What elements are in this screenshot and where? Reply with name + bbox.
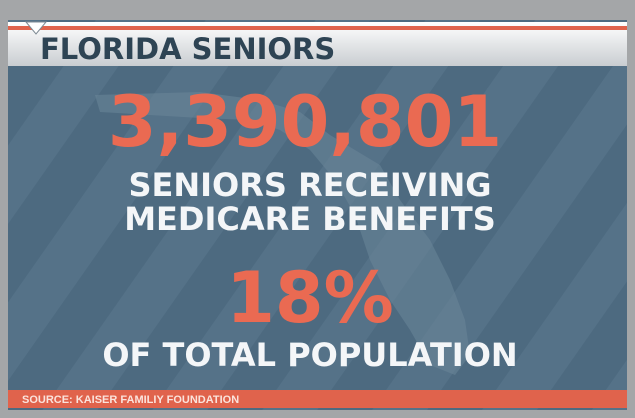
florida-silhouette [95, 92, 470, 375]
stat-label: MEDICARE BENEFITS [124, 200, 496, 238]
header-accent [8, 26, 627, 30]
stat-label: OF TOTAL POPULATION [102, 336, 517, 374]
background [8, 20, 627, 410]
header-triangle [24, 21, 48, 35]
source: SOURCE: KAISER FAMILIY FOUNDATION [22, 394, 239, 406]
source-bar [8, 390, 627, 408]
stat-label: SENIORS RECEIVING [128, 166, 491, 204]
title: FLORIDA SENIORS [40, 32, 335, 66]
stat-value: 3,390,801 [108, 81, 502, 163]
stat-value: 18% [226, 257, 394, 339]
